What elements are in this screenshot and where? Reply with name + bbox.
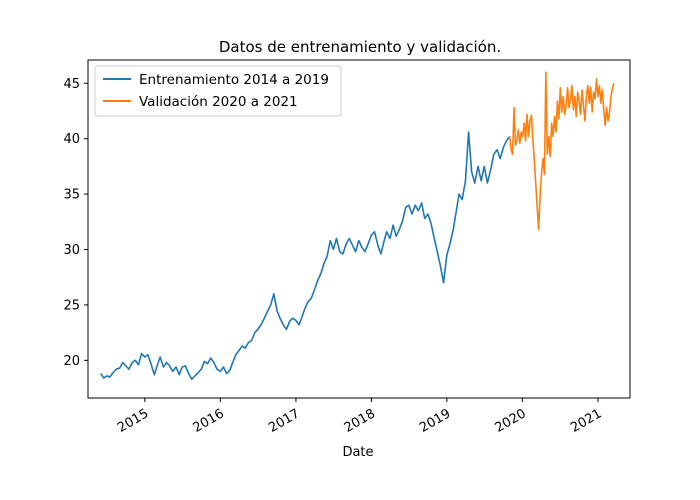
x-axis-label: Date (342, 445, 373, 460)
x-tick-label: 2019 (417, 406, 453, 436)
plot-area (100, 71, 615, 380)
y-tick-label: 35 (63, 188, 80, 203)
legend-label: Validación 2020 a 2021 (139, 94, 298, 110)
x-tick-label: 2016 (191, 406, 227, 436)
y-tick-label: 30 (63, 243, 80, 258)
legend: Entrenamiento 2014 a 2019 Validación 2020… (94, 65, 342, 117)
x-tick-label: 2017 (266, 406, 302, 436)
legend-box (94, 65, 342, 117)
plot-frame (87, 59, 631, 399)
y-tick-label: 40 (63, 132, 80, 147)
x-tick-label: 2015 (115, 406, 151, 436)
x-tick-label: 2018 (342, 406, 378, 436)
series-line-validacion-2020-a-2021 (508, 71, 615, 231)
y-tick-label: 45 (63, 77, 80, 92)
legend-label: Entrenamiento 2014 a 2019 (139, 72, 329, 88)
series-line-entrenamiento-2014-a-2019 (100, 131, 511, 380)
x-tick-label: 2020 (493, 406, 529, 436)
y-tick-label: 25 (63, 298, 80, 313)
y-tick-label: 20 (63, 354, 80, 369)
chart-title: Datos de entrenamiento y validación. (219, 38, 501, 56)
x-tick-label: 2021 (568, 406, 604, 436)
